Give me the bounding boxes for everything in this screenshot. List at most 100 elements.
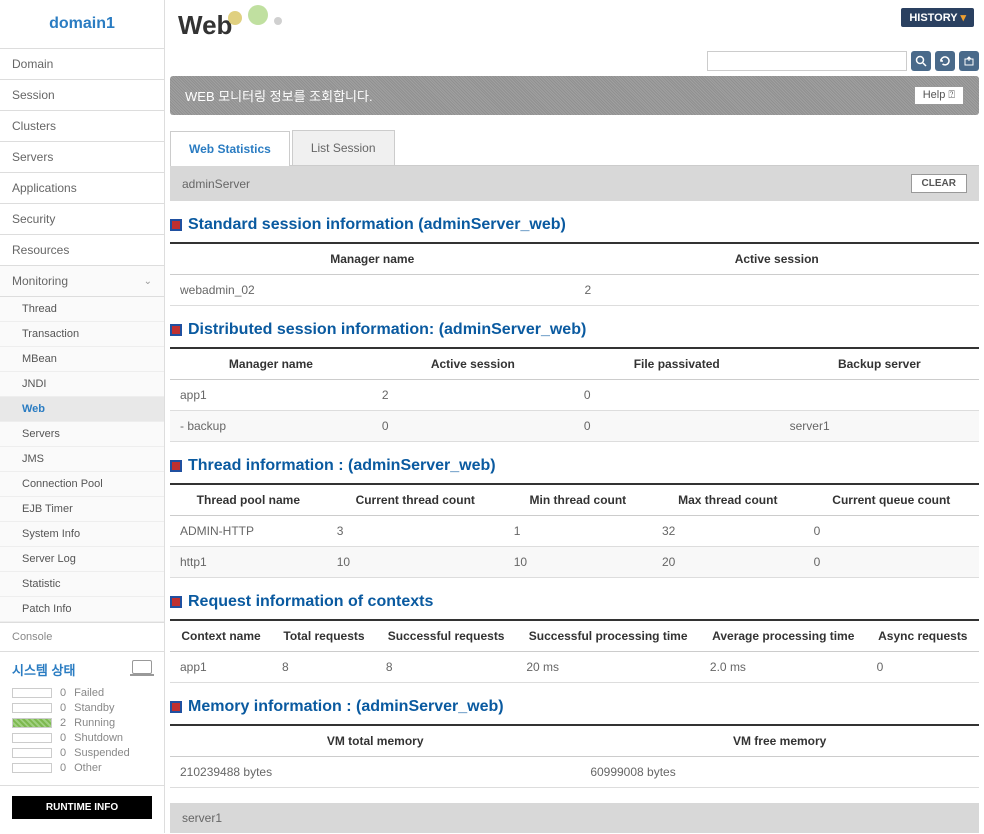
- history-button[interactable]: HISTORY ▾: [901, 8, 974, 27]
- sub-nav-server-log[interactable]: Server Log: [0, 547, 164, 572]
- sub-nav-connection-pool[interactable]: Connection Pool: [0, 472, 164, 497]
- table-row: - backup00server1: [170, 411, 979, 442]
- table-memory: VM total memoryVM free memory210239488 b…: [170, 724, 979, 788]
- status-bar-icon: [12, 703, 52, 713]
- system-status-panel: 시스템 상태 0Failed0Standby2Running0Shutdown0…: [0, 652, 164, 786]
- nav-item-security[interactable]: Security: [0, 204, 164, 235]
- table-header: Context name: [170, 620, 272, 652]
- table-cell: 0: [867, 652, 979, 683]
- status-bar-icon: [12, 748, 52, 758]
- status-bar-icon: [12, 718, 52, 728]
- nav-item-applications[interactable]: Applications: [0, 173, 164, 204]
- banner-text: WEB 모니터링 정보를 조회합니다.: [185, 86, 373, 105]
- tab-web-statistics[interactable]: Web Statistics: [170, 131, 290, 166]
- section-title-text: Distributed session information: (adminS…: [188, 321, 586, 339]
- table-cell: 0: [574, 411, 780, 442]
- help-button[interactable]: Help ⍰: [914, 86, 964, 105]
- runtime-info-button[interactable]: RUNTIME INFO: [12, 796, 152, 819]
- table-cell: 20 ms: [516, 652, 700, 683]
- table-cell: 0: [574, 380, 780, 411]
- footer-server-bar: server1: [170, 803, 979, 833]
- table-row: http11010200: [170, 547, 979, 578]
- status-row-standby: 0Standby: [12, 702, 152, 714]
- table-cell: 60999008 bytes: [580, 757, 979, 788]
- table-header: Min thread count: [504, 484, 652, 516]
- section-icon: [170, 219, 182, 231]
- nav-item-clusters[interactable]: Clusters: [0, 111, 164, 142]
- table-header: File passivated: [574, 348, 780, 380]
- section-distributed: Distributed session information: (adminS…: [170, 321, 979, 442]
- sub-nav-jms[interactable]: JMS: [0, 447, 164, 472]
- status-row-other: 0Other: [12, 762, 152, 774]
- status-row-shutdown: 0Shutdown: [12, 732, 152, 744]
- table-row: app18820 ms2.0 ms0: [170, 652, 979, 683]
- nav-item-monitoring[interactable]: Monitoring⌄: [0, 266, 164, 297]
- section-standard: Standard session information (adminServe…: [170, 216, 979, 306]
- section-icon: [170, 460, 182, 472]
- export-icon[interactable]: [959, 51, 979, 71]
- nav-item-domain[interactable]: Domain: [0, 49, 164, 80]
- sub-nav-web[interactable]: Web: [0, 397, 164, 422]
- table-cell: app1: [170, 380, 372, 411]
- table-cell: - backup: [170, 411, 372, 442]
- table-header: Max thread count: [652, 484, 804, 516]
- nav-item-session[interactable]: Session: [0, 80, 164, 111]
- sub-nav-statistic[interactable]: Statistic: [0, 572, 164, 597]
- table-header: Successful requests: [376, 620, 516, 652]
- search-input[interactable]: [707, 51, 907, 71]
- nav-item-servers[interactable]: Servers: [0, 142, 164, 173]
- sub-nav-jndi[interactable]: JNDI: [0, 372, 164, 397]
- sub-nav-patch-info[interactable]: Patch Info: [0, 597, 164, 622]
- refresh-icon[interactable]: [935, 51, 955, 71]
- table-cell: [780, 380, 979, 411]
- table-header: Active session: [574, 243, 979, 275]
- section-icon: [170, 596, 182, 608]
- system-status-title: 시스템 상태: [12, 660, 75, 679]
- table-header: VM free memory: [580, 725, 979, 757]
- table-cell: 1: [504, 516, 652, 547]
- page-title: Web: [170, 10, 232, 40]
- table-row: 210239488 bytes60999008 bytes: [170, 757, 979, 788]
- sub-nav-mbean[interactable]: MBean: [0, 347, 164, 372]
- table-header: Manager name: [170, 243, 574, 275]
- section-icon: [170, 701, 182, 713]
- table-row: webadmin_022: [170, 275, 979, 306]
- table-header: Current thread count: [327, 484, 504, 516]
- table-cell: 210239488 bytes: [170, 757, 580, 788]
- table-header: Successful processing time: [516, 620, 700, 652]
- table-cell: http1: [170, 547, 327, 578]
- status-bar-icon: [12, 688, 52, 698]
- table-cell: 32: [652, 516, 804, 547]
- section-title-text: Memory information : (adminServer_web): [188, 698, 504, 716]
- status-bar-icon: [12, 733, 52, 743]
- sub-nav-transaction[interactable]: Transaction: [0, 322, 164, 347]
- table-cell: 20: [652, 547, 804, 578]
- table-cell: webadmin_02: [170, 275, 574, 306]
- table-distributed: Manager nameActive sessionFile passivate…: [170, 347, 979, 442]
- nav-item-resources[interactable]: Resources: [0, 235, 164, 266]
- table-header: Average processing time: [700, 620, 867, 652]
- sub-nav-ejb-timer[interactable]: EJB Timer: [0, 497, 164, 522]
- sub-nav-servers[interactable]: Servers: [0, 422, 164, 447]
- status-bar-icon: [12, 763, 52, 773]
- sidebar: domain1 DomainSessionClustersServersAppl…: [0, 0, 165, 833]
- tab-list-session[interactable]: List Session: [292, 130, 395, 165]
- table-cell: 10: [504, 547, 652, 578]
- status-row-suspended: 0Suspended: [12, 747, 152, 759]
- search-icon[interactable]: [911, 51, 931, 71]
- clear-button[interactable]: CLEAR: [911, 174, 967, 193]
- table-header: Current queue count: [804, 484, 979, 516]
- section-title-text: Thread information : (adminServer_web): [188, 457, 496, 475]
- status-row-failed: 0Failed: [12, 687, 152, 699]
- table-cell: 10: [327, 547, 504, 578]
- server-name: adminServer: [182, 177, 250, 191]
- table-cell: 0: [804, 516, 979, 547]
- table-cell: app1: [170, 652, 272, 683]
- sub-nav-thread[interactable]: Thread: [0, 297, 164, 322]
- info-banner: WEB 모니터링 정보를 조회합니다. Help ⍰: [170, 76, 979, 115]
- domain-title[interactable]: domain1: [0, 0, 164, 49]
- section-request: Request information of contextsContext n…: [170, 593, 979, 683]
- sub-nav-system-info[interactable]: System Info: [0, 522, 164, 547]
- section-thread: Thread information : (adminServer_web)Th…: [170, 457, 979, 578]
- table-header: Active session: [372, 348, 574, 380]
